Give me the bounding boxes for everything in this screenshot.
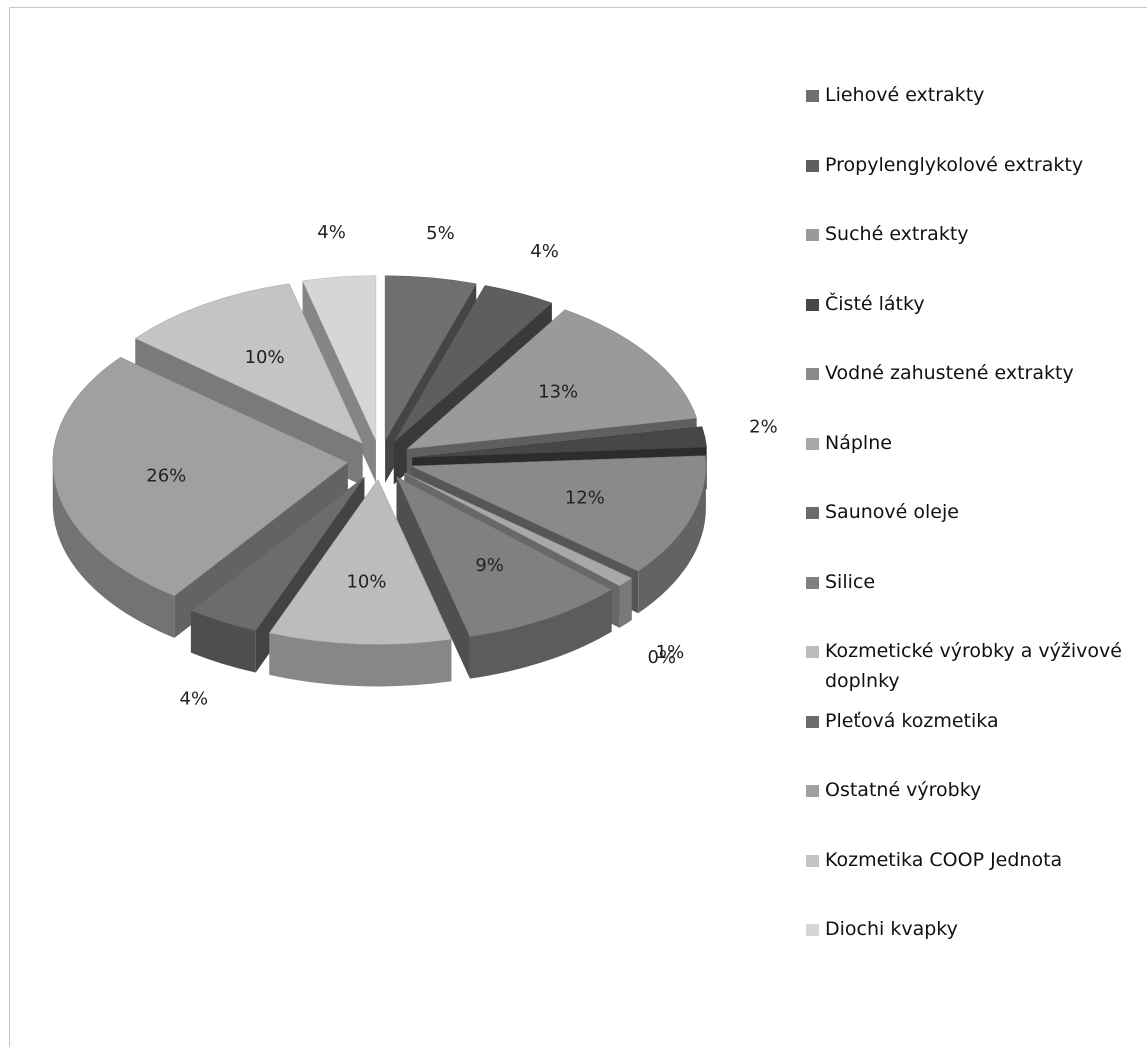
legend-label-6: Saunové oleje [825, 501, 959, 523]
slice-11 [134, 283, 364, 445]
legend-swatch-5 [806, 437, 819, 450]
slice-side-4-0 [638, 466, 706, 614]
slice-3 [412, 426, 707, 458]
slice-label-10: 26% [146, 465, 186, 486]
legend-label-11: Kozmetika COOP Jednota [825, 848, 1063, 871]
legend-item-0: Liehové extrakty [806, 80, 1135, 110]
legend-label-12: Diochi kvapky [825, 918, 958, 940]
legend-swatch-11 [806, 854, 819, 867]
slice-side-7-0 [469, 589, 612, 679]
legend-swatch-4 [806, 368, 819, 380]
legend-item-10: Ostatné výrobky [806, 775, 1135, 805]
legend-swatch-6 [806, 507, 819, 519]
slice-label-8: 10% [346, 572, 386, 593]
chart-frame [9, 7, 1147, 1047]
slice-label-6: 0% [647, 647, 676, 668]
legend-swatch-7 [806, 576, 819, 589]
slice-12 [302, 275, 377, 441]
slice-4 [410, 455, 707, 572]
legend-item-12: Diochi kvapky [806, 914, 1135, 944]
legend-label-10: Ostatné výrobky [825, 779, 982, 801]
slice-wall-7 [396, 476, 470, 679]
slice-side-9-0 [190, 610, 256, 673]
legend-label-2: Suché extrakty [825, 223, 969, 245]
legend-swatch-10 [806, 785, 819, 797]
legend-swatch-12 [806, 924, 819, 936]
legend-item-8: Kozmetické výrobky a výživové doplnky [806, 636, 1135, 696]
legend-item-4: Vodné zahustené extrakty [806, 358, 1135, 388]
slice-label-3: 2% [749, 417, 778, 438]
slice-label-1: 4% [530, 241, 559, 262]
slice-side-8-0 [269, 632, 452, 687]
legend-swatch-3 [806, 298, 819, 311]
legend-item-3: Čisté látky [806, 289, 1135, 319]
legend-label-1: Propylenglykolové extrakty [825, 153, 1084, 176]
legend-item-9: Pleťová kozmetika [806, 706, 1135, 736]
legend-label-3: Čisté látky [825, 292, 925, 315]
legend-swatch-0 [806, 90, 819, 102]
slice-7 [396, 476, 613, 637]
legend-item-2: Suché extrakty [806, 219, 1135, 249]
legend-item-5: Náplne [806, 428, 1135, 458]
legend-label-4: Vodné zahustené extrakty [825, 362, 1074, 384]
legend-label-5: Náplne [825, 431, 892, 454]
slice-0 [384, 275, 477, 442]
legend-item-7: Silice [806, 567, 1135, 597]
slice-1 [393, 285, 553, 443]
slice-side-5-0 [619, 578, 632, 628]
slice-label-12: 4% [317, 222, 346, 243]
slice-label-4: 12% [565, 488, 605, 509]
legend-swatch-1 [806, 159, 819, 172]
slice-label-9: 4% [180, 689, 209, 710]
slice-label-7: 9% [475, 555, 504, 576]
slice-label-11: 10% [245, 347, 285, 368]
slice-2 [406, 309, 697, 450]
slice-9 [190, 476, 365, 631]
legend-label-9: Pleťová kozmetika [825, 709, 999, 732]
slice-5 [404, 472, 633, 587]
legend-swatch-8 [806, 646, 819, 658]
slice-label-0: 5% [426, 223, 455, 244]
legend-label-7: Silice [825, 570, 876, 593]
slice-side-10-0 [52, 462, 175, 638]
legend-label-0: Liehové extrakty [825, 84, 985, 106]
legend-swatch-9 [806, 715, 819, 728]
slice-label-2: 13% [538, 382, 578, 403]
slice-label-5: 1% [656, 642, 685, 663]
legend-label-8: Kozmetické výrobky a výživové doplnky [825, 640, 1122, 692]
legend-swatch-2 [806, 229, 819, 241]
legend-item-11: Kozmetika COOP Jednota [806, 845, 1135, 875]
slice-10 [52, 356, 349, 597]
legend-item-6: Saunové oleje [806, 497, 1135, 527]
legend-item-1: Propylenglykolové extrakty [806, 150, 1135, 180]
slice-8 [268, 478, 452, 645]
